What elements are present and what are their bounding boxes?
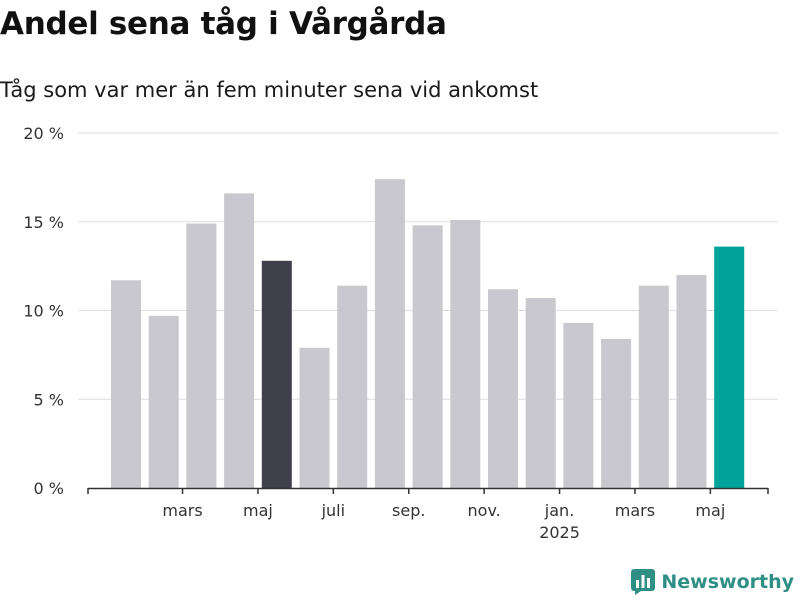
bar — [450, 219, 481, 488]
bar — [299, 347, 330, 488]
chart-subtitle: Tåg som var mer än fem minuter sena vid … — [0, 78, 539, 102]
bar — [488, 289, 518, 488]
bar — [638, 285, 669, 488]
x-tick-label: jan. — [544, 501, 574, 520]
brand-logo: Newsworthy — [631, 569, 794, 595]
bar — [676, 275, 707, 488]
y-tick-label: 10 % — [23, 302, 64, 321]
bar — [601, 338, 632, 488]
x-tick-label: maj — [695, 501, 725, 520]
bar — [412, 225, 443, 489]
x-tick-label: maj — [243, 501, 273, 520]
bar — [111, 280, 141, 488]
brand-name: Newsworthy — [661, 571, 794, 593]
bar-chart-logo-icon — [631, 569, 656, 595]
y-tick-label: 15 % — [23, 213, 64, 232]
x-tick-year-label: 2025 — [539, 523, 580, 542]
x-tick-label: sep. — [392, 501, 425, 520]
chart-title: Andel sena tåg i Vårgårda — [0, 6, 447, 42]
x-tick-label: nov. — [468, 501, 501, 520]
bar — [148, 315, 179, 488]
bar — [186, 223, 217, 488]
y-tick-label: 5 % — [34, 390, 64, 409]
bar — [563, 322, 594, 488]
y-tick-label: 0 % — [34, 479, 64, 498]
bar — [525, 298, 556, 488]
bar — [714, 246, 745, 488]
x-tick-label: mars — [615, 501, 655, 520]
x-tick-label: juli — [321, 501, 345, 520]
x-tick-label: mars — [162, 501, 202, 520]
bar — [261, 260, 292, 488]
bar — [374, 179, 405, 488]
y-tick-label: 20 % — [23, 124, 64, 143]
bar — [337, 285, 368, 488]
bar — [224, 193, 255, 488]
bar-chart: 0 % 5 % 10 % 15 % 20 % mars maj juli sep. nov. jan… — [23, 124, 778, 542]
